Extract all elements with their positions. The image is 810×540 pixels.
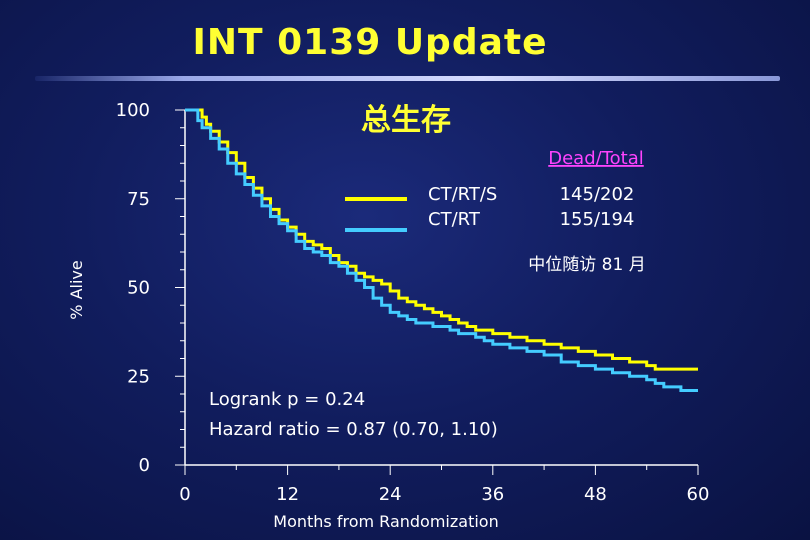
hazard-note: Hazard ratio = 0.87 (0.70, 1.10)	[209, 419, 498, 440]
x-tick-label: 60	[687, 484, 710, 505]
x-tick-label: 24	[379, 484, 402, 505]
x-tick-label: 0	[179, 484, 190, 505]
slide-title: INT 0139 Update	[192, 22, 548, 63]
followup-note: 中位随访 81 月	[528, 255, 645, 275]
x-tick-label: 12	[276, 484, 299, 505]
y-tick-label: 75	[127, 189, 150, 210]
legend-value-ctrt: 155/194	[560, 209, 635, 230]
legend-header: Dead/Total	[548, 148, 644, 169]
legend-label-ctrts: CT/RT/S	[428, 184, 497, 205]
x-tick-label: 48	[584, 484, 607, 505]
y-tick-label: 100	[116, 100, 150, 121]
legend-label-ctrt: CT/RT	[428, 209, 481, 230]
x-axis-label: Months from Randomization	[273, 512, 498, 531]
series-line-ctrt	[185, 108, 698, 392]
series-layer	[185, 108, 698, 392]
y-tick-label: 50	[127, 278, 150, 299]
chart-subtitle: 总生存	[361, 103, 451, 138]
axis-layer	[175, 109, 699, 475]
y-tick-label: 0	[139, 455, 150, 476]
x-tick-label: 36	[481, 484, 504, 505]
legend-value-ctrts: 145/202	[560, 184, 635, 205]
series-line-ctrts	[185, 108, 698, 371]
logrank-note: Logrank p = 0.24	[209, 389, 365, 410]
y-axis-label: % Alive	[67, 260, 86, 319]
y-tick-label: 25	[127, 366, 150, 387]
tick-label-layer: 0 25 50 75 100 0 12 24 36 48 60	[116, 100, 710, 505]
title-underline	[35, 76, 780, 81]
